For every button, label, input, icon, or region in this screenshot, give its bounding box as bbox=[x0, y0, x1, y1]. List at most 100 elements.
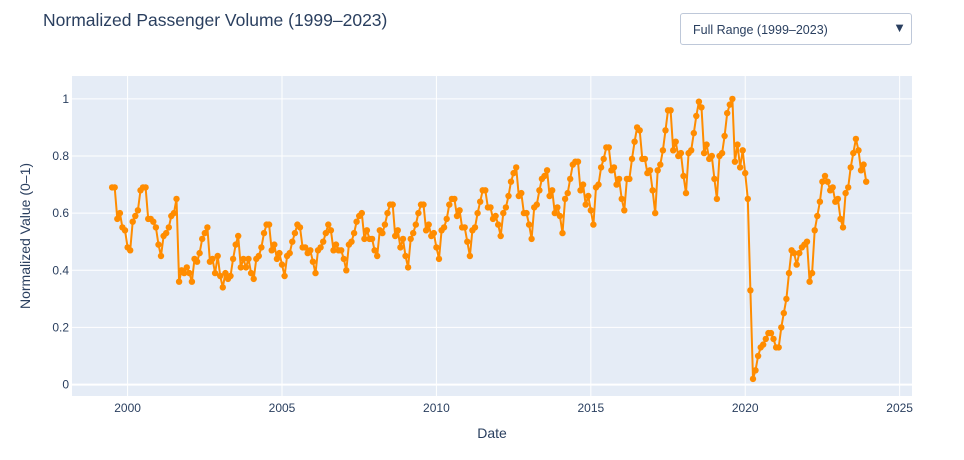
data-point[interactable] bbox=[863, 178, 870, 185]
data-point[interactable] bbox=[420, 201, 427, 208]
data-point[interactable] bbox=[163, 229, 170, 237]
data-point[interactable] bbox=[695, 98, 703, 105]
data-point[interactable] bbox=[631, 138, 638, 145]
data-point[interactable] bbox=[551, 209, 558, 217]
data-point[interactable] bbox=[181, 269, 188, 277]
data-point[interactable] bbox=[793, 261, 800, 268]
data-point[interactable] bbox=[440, 224, 448, 231]
data-point[interactable] bbox=[796, 249, 803, 257]
data-point[interactable] bbox=[806, 278, 813, 285]
data-point[interactable] bbox=[814, 212, 821, 220]
data-point[interactable] bbox=[662, 127, 669, 134]
data-point[interactable] bbox=[852, 135, 860, 143]
data-point[interactable] bbox=[523, 209, 530, 217]
data-point[interactable] bbox=[482, 187, 489, 194]
data-point[interactable] bbox=[610, 164, 618, 171]
data-point[interactable] bbox=[371, 247, 378, 254]
data-point[interactable] bbox=[175, 278, 183, 285]
data-point[interactable] bbox=[811, 227, 818, 234]
data-point[interactable] bbox=[543, 167, 551, 174]
data-point[interactable] bbox=[690, 129, 697, 137]
data-point[interactable] bbox=[173, 195, 180, 203]
data-point[interactable] bbox=[247, 269, 255, 277]
data-point[interactable] bbox=[636, 127, 643, 134]
data-point[interactable] bbox=[235, 232, 242, 240]
data-point[interactable] bbox=[278, 261, 286, 268]
data-point[interactable] bbox=[374, 252, 381, 260]
data-point[interactable] bbox=[325, 221, 332, 228]
data-point[interactable] bbox=[199, 235, 206, 243]
data-point[interactable] bbox=[165, 224, 172, 231]
data-point[interactable] bbox=[464, 238, 471, 245]
data-point[interactable] bbox=[502, 204, 510, 211]
data-point[interactable] bbox=[615, 175, 623, 183]
data-point[interactable] bbox=[358, 209, 365, 217]
data-point[interactable] bbox=[134, 207, 142, 214]
data-point[interactable] bbox=[273, 255, 281, 263]
data-point[interactable] bbox=[579, 181, 587, 188]
data-point[interactable] bbox=[518, 189, 525, 197]
data-point[interactable] bbox=[487, 204, 494, 211]
data-point[interactable] bbox=[659, 147, 667, 154]
data-point[interactable] bbox=[422, 227, 430, 234]
data-point[interactable] bbox=[739, 147, 746, 154]
data-point[interactable] bbox=[111, 184, 118, 191]
data-point[interactable] bbox=[430, 229, 437, 237]
data-point[interactable] bbox=[770, 335, 777, 343]
data-point[interactable] bbox=[214, 252, 221, 260]
data-point[interactable] bbox=[595, 181, 602, 188]
data-point[interactable] bbox=[513, 164, 520, 171]
data-point[interactable] bbox=[672, 138, 679, 145]
data-point[interactable] bbox=[286, 249, 293, 257]
data-point[interactable] bbox=[129, 218, 136, 225]
data-point[interactable] bbox=[646, 167, 654, 174]
data-point[interactable] bbox=[600, 155, 607, 163]
data-point[interactable] bbox=[554, 204, 561, 211]
data-point[interactable] bbox=[507, 178, 515, 185]
data-point[interactable] bbox=[729, 95, 736, 103]
data-point[interactable] bbox=[803, 238, 811, 245]
data-point[interactable] bbox=[204, 224, 211, 231]
data-point[interactable] bbox=[343, 267, 350, 274]
data-point[interactable] bbox=[340, 255, 347, 263]
data-point[interactable] bbox=[219, 284, 226, 291]
data-point[interactable] bbox=[698, 104, 705, 111]
data-point[interactable] bbox=[824, 178, 831, 185]
data-point[interactable] bbox=[222, 269, 229, 277]
data-point[interactable] bbox=[711, 175, 718, 183]
data-point[interactable] bbox=[510, 169, 517, 177]
data-point[interactable] bbox=[703, 141, 710, 148]
data-point[interactable] bbox=[425, 221, 432, 228]
data-point[interactable] bbox=[559, 229, 566, 237]
data-point[interactable] bbox=[842, 189, 849, 197]
data-point[interactable] bbox=[857, 167, 865, 174]
data-point[interactable] bbox=[291, 229, 299, 237]
data-point[interactable] bbox=[302, 244, 309, 251]
data-point[interactable] bbox=[193, 258, 201, 265]
data-point[interactable] bbox=[363, 227, 371, 234]
data-point[interactable] bbox=[196, 249, 203, 257]
data-point[interactable] bbox=[590, 221, 597, 228]
data-point[interactable] bbox=[780, 309, 787, 317]
data-point[interactable] bbox=[404, 264, 412, 271]
data-point[interactable] bbox=[657, 161, 664, 168]
data-point[interactable] bbox=[536, 187, 543, 194]
data-point[interactable] bbox=[760, 341, 767, 348]
data-point[interactable] bbox=[649, 187, 656, 194]
data-point[interactable] bbox=[577, 187, 584, 194]
data-point[interactable] bbox=[754, 352, 762, 360]
data-point[interactable] bbox=[186, 269, 193, 277]
data-point[interactable] bbox=[744, 195, 751, 203]
data-point[interactable] bbox=[114, 215, 121, 223]
data-point[interactable] bbox=[654, 167, 661, 174]
data-point[interactable] bbox=[677, 149, 685, 157]
data-point[interactable] bbox=[399, 235, 407, 243]
data-point[interactable] bbox=[121, 227, 129, 234]
data-point[interactable] bbox=[381, 221, 389, 228]
data-point[interactable] bbox=[767, 329, 775, 337]
data-point[interactable] bbox=[567, 175, 574, 183]
data-point[interactable] bbox=[605, 144, 612, 151]
data-point[interactable] bbox=[433, 244, 440, 251]
data-point[interactable] bbox=[582, 201, 589, 208]
data-point[interactable] bbox=[250, 275, 257, 283]
